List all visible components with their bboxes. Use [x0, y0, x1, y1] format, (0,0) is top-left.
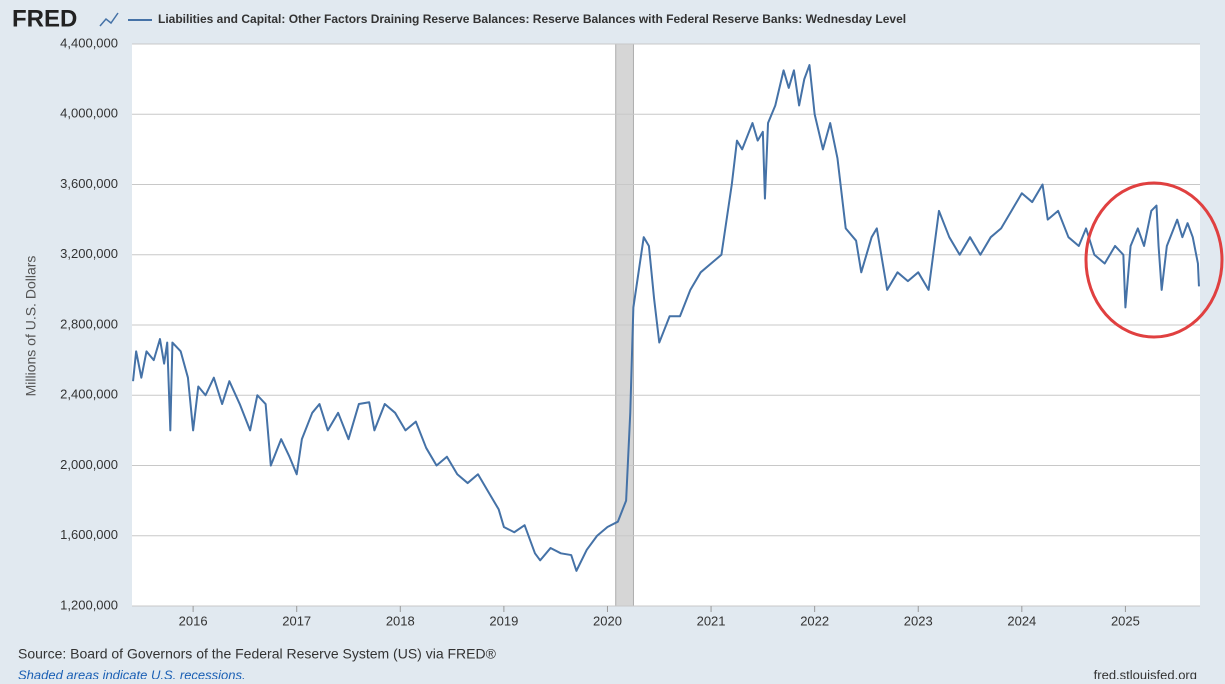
x-tick-label: 2016: [179, 613, 208, 628]
recession-note: Shaded areas indicate U.S. recessions.: [18, 667, 246, 679]
highlight-circle: [1084, 181, 1224, 339]
x-tick-label: 2024: [1007, 613, 1036, 628]
plot-layer: 1,200,000 1,600,000 2,000,000 2,400,000 2,80…: [60, 35, 1200, 628]
y-tick-label: 1,200,000: [60, 597, 118, 612]
chart-title: Liabilities and Capital: Other Factors D…: [158, 12, 906, 26]
site: fred.stlouisfed.org: [1094, 667, 1197, 679]
x-tick-label: 2019: [489, 613, 518, 628]
y-tick-label: 2,000,000: [60, 457, 118, 472]
x-tick-label: 2022: [800, 613, 829, 628]
y-tick-label: 4,000,000: [60, 106, 118, 121]
logo-icon: [99, 12, 119, 27]
x-tick-label: 2025: [1111, 613, 1140, 628]
source: Source: Board of Governors of the Federa…: [18, 646, 497, 662]
y-tick-label: 3,200,000: [60, 246, 118, 261]
y-axis-label: Millions of U.S. Dollars: [23, 256, 39, 397]
logo: FRED: [12, 5, 77, 32]
x-tick-label: 2018: [386, 613, 415, 628]
y-tick-label: 2,800,000: [60, 316, 118, 331]
y-tick-label: 2,400,000: [60, 387, 118, 402]
x-tick-label: 2017: [282, 613, 311, 628]
x-tick-label: 2020: [593, 613, 622, 628]
x-tick-label: 2023: [904, 613, 933, 628]
x-tick-label: 2021: [697, 613, 726, 628]
y-tick-label: 3,600,000: [60, 176, 118, 191]
y-tick-label: 4,400,000: [60, 35, 118, 50]
data-line: [132, 64, 1200, 572]
y-tick-label: 1,600,000: [60, 527, 118, 542]
